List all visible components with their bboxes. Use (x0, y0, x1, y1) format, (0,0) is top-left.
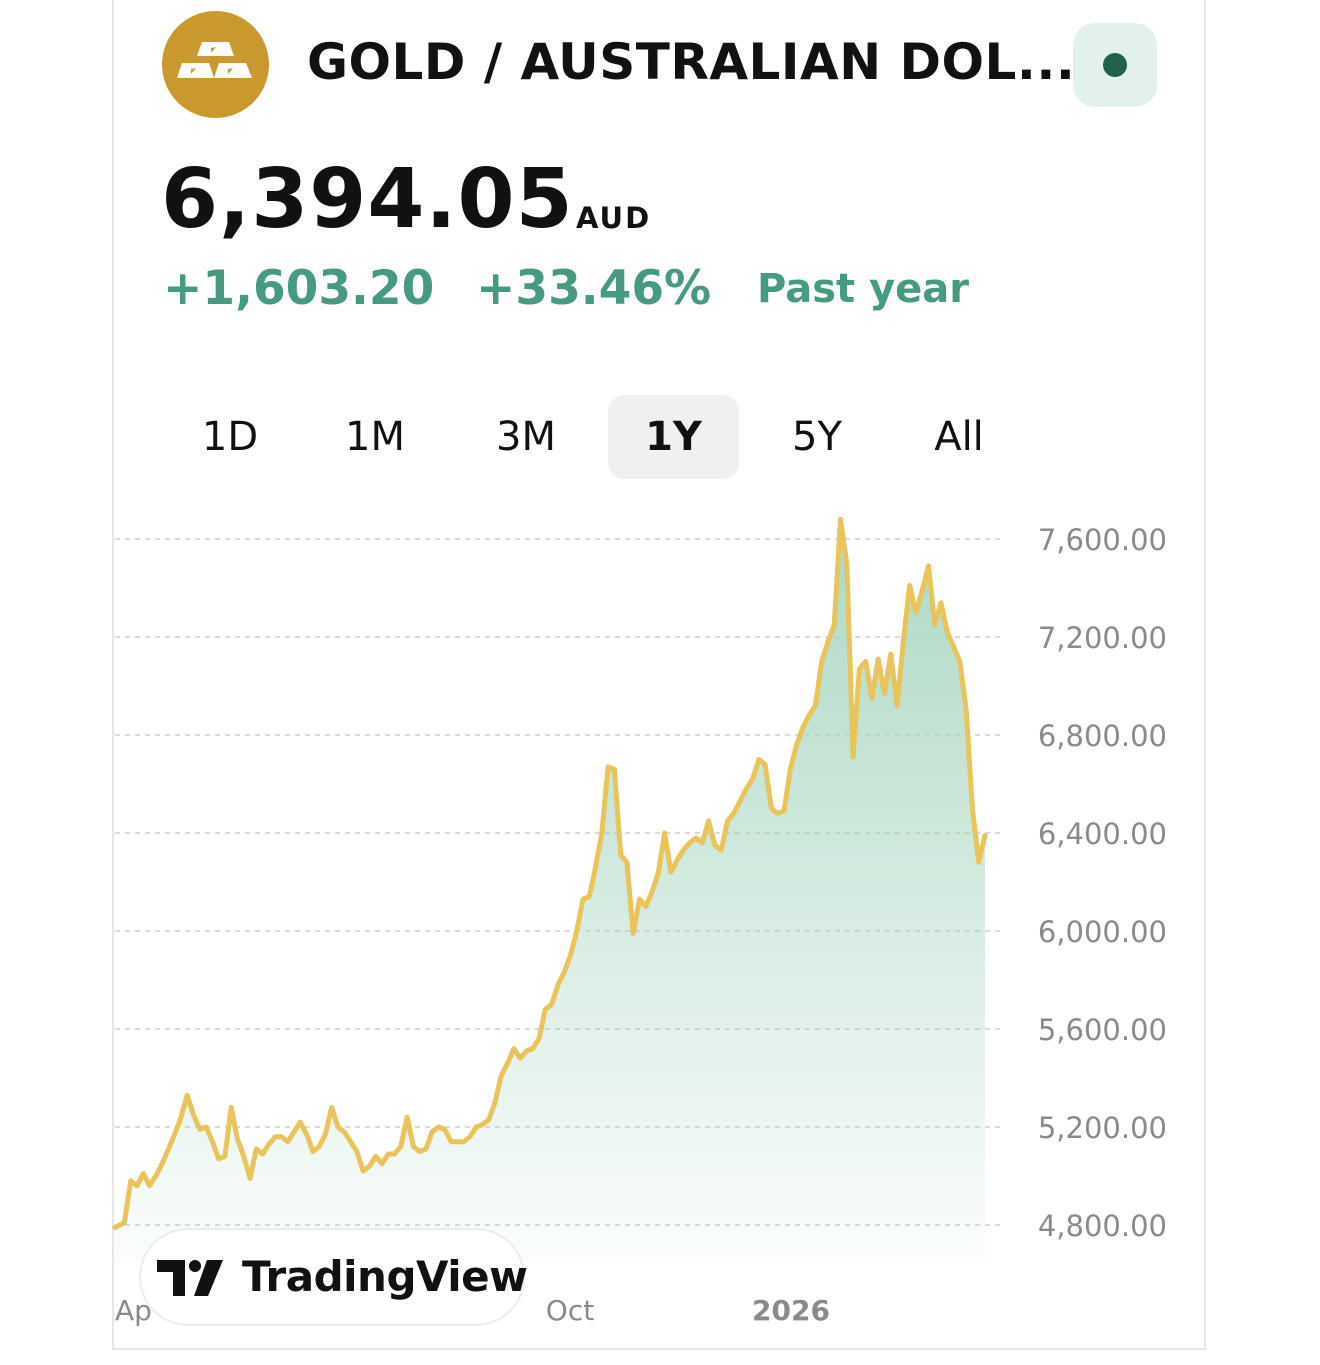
tab-1m[interactable]: 1M (345, 414, 405, 460)
y-tick-label: 7,200.00 (1038, 621, 1167, 655)
market-status-dot-icon (1103, 53, 1127, 77)
tab-1y[interactable]: 1Y (608, 395, 739, 479)
y-tick-label: 4,800.00 (1038, 1209, 1167, 1243)
y-tick-label: 5,600.00 (1038, 1013, 1167, 1047)
change-percent: +33.46% (476, 261, 712, 316)
tab-5y[interactable]: 5Y (792, 414, 842, 460)
tab-all[interactable]: All (934, 414, 984, 460)
x-tick-label: 2026 (752, 1294, 830, 1327)
tradingview-label: TradingView (242, 1252, 528, 1301)
page-title: GOLD / AUSTRALIAN DOL... (307, 33, 1076, 91)
change-period-label: Past year (757, 266, 970, 312)
gold-bars-icon (162, 11, 269, 118)
current-price: 6,394.05 (161, 152, 574, 247)
y-tick-label: 5,200.00 (1038, 1111, 1167, 1145)
y-tick-label: 6,800.00 (1038, 719, 1167, 753)
tradingview-watermark[interactable]: TradingView (139, 1228, 528, 1326)
price-line (112, 516, 988, 1230)
market-status-button[interactable] (1073, 23, 1157, 107)
tab-1d[interactable]: 1D (201, 414, 259, 460)
y-tick-label: 7,600.00 (1038, 523, 1167, 557)
price-area-fill (115, 519, 985, 1262)
y-tick-label: 6,400.00 (1038, 817, 1167, 851)
x-tick-label: Oct (546, 1294, 594, 1327)
change-absolute: +1,603.20 (163, 261, 435, 316)
tradingview-logo-icon (157, 1260, 223, 1296)
y-tick-label: 6,000.00 (1038, 915, 1167, 949)
tab-3m[interactable]: 3M (496, 414, 556, 460)
currency-label: AUD (576, 201, 652, 235)
